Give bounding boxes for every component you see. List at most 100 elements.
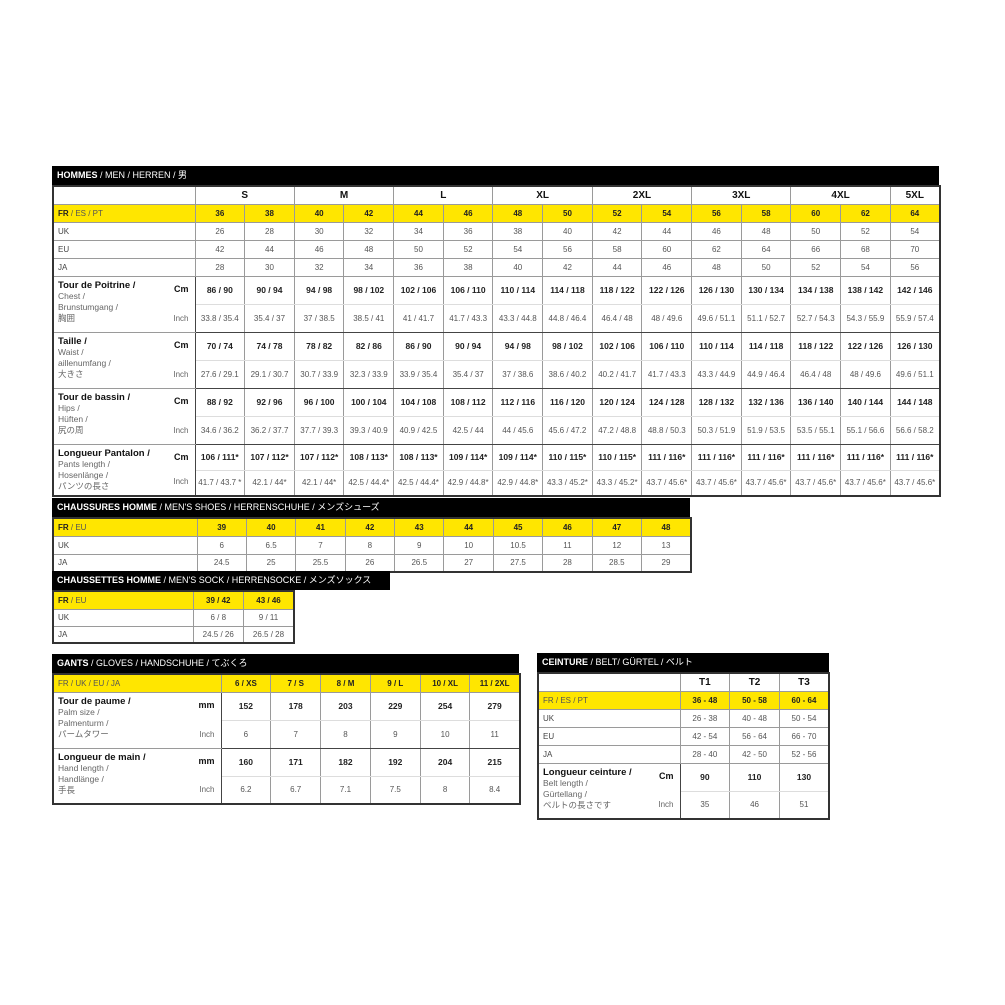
- measure-cell-inch: 43.3 / 44.9: [691, 359, 742, 389]
- fr-size-cell: 6 / XS: [220, 673, 272, 693]
- measure-cell-inch: 43.7 / 45.6*: [840, 469, 891, 497]
- measure-subtitle: Gürtellang /: [543, 788, 587, 799]
- unit-inch: Inch: [173, 425, 189, 435]
- measure-cell-primary: 98 / 102: [343, 275, 395, 305]
- fr-size-row: FR / ES / PT 36 38 40 42 44 46 48 50 52 54 56 58 60 62…: [52, 203, 941, 223]
- table-cell: 9: [394, 535, 445, 555]
- measure-cell-inch: 7.1: [320, 775, 371, 805]
- belt-table-grid: T1 T2 T3 FR / ES / PT 36 - 48 50 - 58 60 - 64 U…: [537, 672, 831, 820]
- measure-title: Tour de Poitrine /: [58, 279, 136, 291]
- row-label: UK: [52, 535, 198, 555]
- unit-primary: Cm: [658, 770, 674, 781]
- fr-size-cell: 60 - 64: [778, 690, 830, 710]
- table-cell: 52 - 56: [778, 744, 830, 764]
- fr-size-cell: 36: [194, 203, 246, 223]
- table-cell: 25.5: [295, 553, 346, 573]
- unit-inch: Inch: [199, 729, 215, 739]
- measure-title: Tour de paume /: [58, 695, 131, 707]
- table-cell: 8: [344, 535, 396, 555]
- measure-cell-inch: 51.9 / 53.5: [740, 415, 792, 445]
- table-cell: 44: [591, 257, 643, 277]
- table-cell: 64: [740, 239, 792, 259]
- measure-cell-primary: 118 / 122: [591, 275, 643, 305]
- fr-size-cell: 45: [492, 517, 544, 537]
- measure-subtitle: Hosenlänge /: [58, 469, 109, 480]
- fr-size-cell: 41: [295, 517, 346, 537]
- table-cell: 40: [542, 221, 593, 241]
- title-rest: / MEN / HERREN / 男: [97, 170, 188, 180]
- table-row: EU 42 44 46 48 50 52 54 56 58 60 62 64 66 68 70: [52, 239, 941, 259]
- fr-size-cell: 54: [641, 203, 693, 223]
- table-cell: 58: [591, 239, 643, 259]
- measure-cell-primary: 109 / 114*: [492, 443, 544, 471]
- measure-cell-inch: 30.7 / 33.9: [293, 359, 345, 389]
- measure-cell-inch: 43.7 / 45.6*: [641, 469, 693, 497]
- fr-size-cell: 10 / XL: [419, 673, 471, 693]
- table-cell: 32: [293, 257, 345, 277]
- men-table-title: HOMMES / MEN / HERREN / 男: [52, 166, 939, 185]
- fr-size-cell: 58: [740, 203, 792, 223]
- socks-table-title: CHAUSSETTES HOMME / MEN'S SOCK / HERRENS…: [52, 571, 390, 590]
- measure-cell-primary: 114 / 118: [740, 331, 792, 361]
- table-cell: 10: [443, 535, 494, 555]
- fr-size-cell: 44: [393, 203, 444, 223]
- measure-cell-inch: 8.4: [469, 775, 521, 805]
- size-label: XL: [492, 185, 593, 205]
- measure-title: Longueur ceinture /: [543, 766, 632, 778]
- table-cell: 46: [641, 257, 693, 277]
- unit-primary: Cm: [173, 451, 189, 462]
- size-label: 2XL: [591, 185, 693, 205]
- measure-cell-primary: 203: [320, 691, 371, 721]
- measure-cell-inch: 37 / 38.5: [293, 303, 345, 333]
- belt-table-title: CEINTURE / BELT/ GÜRTEL / ベルト: [537, 653, 829, 672]
- table-cell: 66 - 70: [778, 726, 830, 746]
- measure-cell-inch: 9: [369, 719, 421, 749]
- measure-cell-primary: 102 / 106: [591, 331, 643, 361]
- table-cell: 46: [293, 239, 345, 259]
- measure-cell-primary: 74 / 78: [244, 331, 295, 361]
- measure-cell-inch: 55.1 / 56.6: [840, 415, 891, 445]
- measure-cell-inch: 43.3 / 44.8: [492, 303, 544, 333]
- measure-label: Longueur Pantalon / Pants length / Hosenlä…: [52, 443, 196, 497]
- table-cell: 12: [591, 535, 643, 555]
- fr-size-cell: 62: [840, 203, 891, 223]
- measure-cell-primary: 124 / 128: [641, 387, 693, 417]
- table-cell: 70: [889, 239, 941, 259]
- measure-cell-inch: 37 / 38.6: [492, 359, 544, 389]
- measure-cell-primary: 96 / 100: [293, 387, 345, 417]
- fr-size-cell: 11 / 2XL: [469, 673, 521, 693]
- measure-cell-inch: 44.8 / 46.4: [542, 303, 593, 333]
- table-cell: 28.5: [591, 553, 643, 573]
- size-header-row: S M L XL 2XL 3XL 4XL 5XL: [52, 185, 941, 205]
- measure-cell-inch: 49.6 / 51.1: [889, 359, 941, 389]
- measure-cell-primary: 78 / 82: [293, 331, 345, 361]
- table-cell: 27.5: [492, 553, 544, 573]
- row-label: EU: [537, 726, 681, 746]
- table-cell: 56 - 64: [729, 726, 780, 746]
- measure-cell-inch: 6: [220, 719, 272, 749]
- fr-size-cell: 64: [889, 203, 941, 223]
- table-row: UK 26 - 38 40 - 48 50 - 54: [537, 708, 830, 728]
- measure-cell-primary: 254: [419, 691, 471, 721]
- measure-cell-primary: 112 / 116: [492, 387, 544, 417]
- table-cell: 48: [343, 239, 395, 259]
- measure-cell-primary: 116 / 120: [542, 387, 593, 417]
- measure-cell-inch: 42.9 / 44.8*: [442, 469, 494, 497]
- table-cell: 42: [591, 221, 643, 241]
- title-bold: CHAUSSETTES HOMME: [57, 575, 162, 585]
- measure-cell-inch: 49.6 / 51.1: [691, 303, 742, 333]
- table-cell: 30: [293, 221, 345, 241]
- title-bold: HOMMES: [57, 170, 98, 180]
- measure-row-inch: 34.6 / 36.2 36.2 / 37.7 37.7 / 39.3 39.3 / …: [53, 415, 941, 445]
- unit-primary: mm: [198, 699, 215, 710]
- table-cell: 50: [790, 221, 842, 241]
- table-cell: 52: [442, 239, 494, 259]
- measure-cell-primary: 140 / 144: [840, 387, 891, 417]
- size-label: 5XL: [889, 185, 941, 205]
- measure-cell-inch: 46.4 / 48: [790, 359, 842, 389]
- measure-row-cm: Tour de Poitrine / Chest / Brunstumgang / 胸…: [52, 275, 941, 333]
- measure-cell-inch: 48 / 49.6: [840, 359, 891, 389]
- table-cell: 38: [492, 221, 544, 241]
- table-cell: 52: [790, 257, 842, 277]
